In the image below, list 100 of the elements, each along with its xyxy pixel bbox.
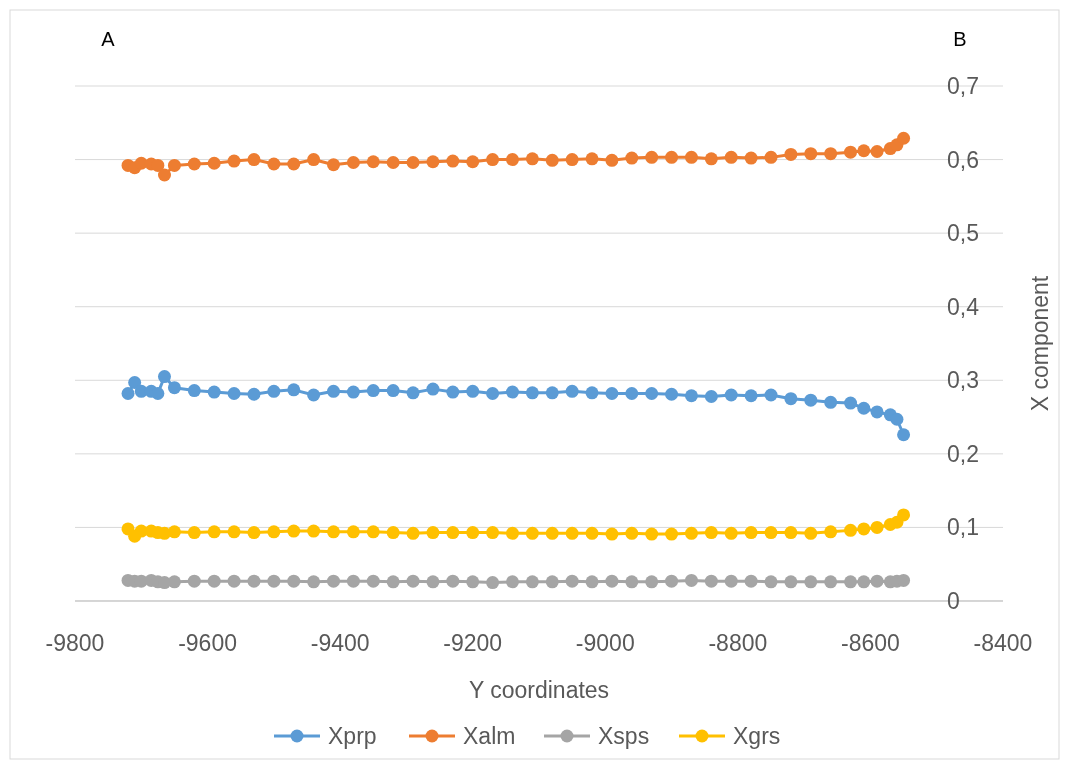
- point: [565, 153, 579, 167]
- point: [844, 523, 858, 537]
- point: [187, 384, 201, 398]
- point: [784, 147, 798, 161]
- point: [426, 155, 440, 169]
- point: [121, 387, 135, 401]
- point: [426, 382, 440, 396]
- point: [446, 526, 460, 540]
- point: [307, 153, 321, 167]
- point: [857, 575, 871, 589]
- point: [784, 392, 798, 406]
- point: [744, 389, 758, 403]
- point: [605, 153, 619, 167]
- point: [870, 405, 884, 419]
- point: [486, 526, 500, 540]
- point: [764, 388, 778, 402]
- point: [187, 574, 201, 588]
- point: [764, 575, 778, 589]
- point: [764, 526, 778, 540]
- point: [625, 575, 639, 589]
- point: [386, 526, 400, 540]
- text: B: [953, 28, 967, 50]
- point: [545, 386, 559, 400]
- point: [525, 575, 539, 589]
- point: [287, 574, 301, 588]
- x-tick-label: -9200: [443, 630, 503, 656]
- point: [605, 527, 619, 541]
- point: [406, 386, 420, 400]
- point: [187, 526, 201, 540]
- point: [307, 575, 321, 589]
- point: [366, 525, 380, 539]
- point: [585, 526, 599, 540]
- point: [704, 526, 718, 540]
- point: [844, 396, 858, 410]
- point: [704, 574, 718, 588]
- point: [187, 157, 201, 171]
- point: [386, 156, 400, 170]
- point: [307, 524, 321, 538]
- point: [824, 147, 838, 161]
- point: [764, 150, 778, 164]
- point: [466, 384, 480, 398]
- point: [645, 150, 659, 164]
- point: [565, 384, 579, 398]
- point: [744, 526, 758, 540]
- point: [585, 152, 599, 166]
- point: [446, 154, 460, 168]
- legend-label: Xgrs: [733, 723, 781, 749]
- y-axis-title: X component: [1027, 275, 1053, 412]
- point: [724, 526, 738, 540]
- point: [406, 156, 420, 170]
- legend-label: Xalm: [463, 723, 516, 749]
- point: [684, 526, 698, 540]
- point: [346, 574, 360, 588]
- point: [486, 387, 500, 401]
- point: [227, 154, 241, 168]
- point: [804, 575, 818, 589]
- point: [704, 152, 718, 166]
- point: [724, 150, 738, 164]
- point: [857, 144, 871, 158]
- point: [327, 574, 341, 588]
- point: [307, 388, 321, 402]
- y-tick-label: 0,3: [947, 367, 979, 394]
- point: [870, 144, 884, 158]
- point: [525, 526, 539, 540]
- point: [625, 526, 639, 540]
- point: [870, 520, 884, 534]
- point: [724, 574, 738, 588]
- point: [151, 387, 165, 401]
- point: [784, 526, 798, 540]
- point: [844, 145, 858, 159]
- point: [227, 387, 241, 401]
- point: [287, 524, 301, 538]
- point: [857, 522, 871, 536]
- point: [844, 575, 858, 589]
- y-tick-label: 0,6: [947, 146, 979, 173]
- point: [857, 401, 871, 415]
- x-tick-label: -9400: [310, 630, 370, 656]
- point: [366, 384, 380, 398]
- point: [804, 147, 818, 161]
- y-tick-label: 0,4: [947, 293, 980, 320]
- point: [505, 385, 519, 399]
- point: [346, 385, 360, 399]
- point: [167, 381, 181, 395]
- point: [446, 385, 460, 399]
- point: [565, 526, 579, 540]
- point: [466, 155, 480, 169]
- point: [247, 574, 261, 588]
- point: [287, 157, 301, 171]
- point: [585, 575, 599, 589]
- point: [545, 153, 559, 167]
- point: [870, 574, 884, 588]
- x-axis-title: Y coordinates: [468, 677, 610, 703]
- point: [366, 574, 380, 588]
- point: [897, 428, 911, 442]
- point: [207, 525, 221, 539]
- point: [267, 157, 281, 171]
- point: [227, 574, 241, 588]
- point: [327, 525, 341, 539]
- point: [565, 574, 579, 588]
- y-tick-label: 0: [947, 588, 960, 614]
